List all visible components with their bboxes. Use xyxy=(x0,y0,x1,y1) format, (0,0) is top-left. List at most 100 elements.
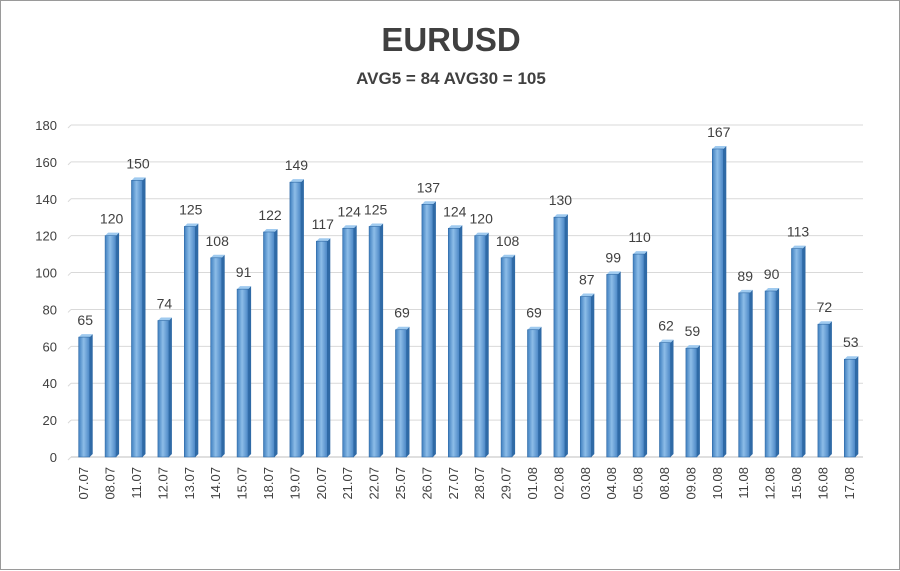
gridline-slant xyxy=(67,235,72,240)
y-tick-label: 40 xyxy=(43,376,57,391)
bar-side xyxy=(591,293,595,457)
y-tick-label: 160 xyxy=(35,155,57,170)
bar-top xyxy=(184,223,199,227)
data-label: 124 xyxy=(443,203,467,219)
bar-side xyxy=(116,232,120,457)
gridline-slant xyxy=(67,419,72,424)
x-tick-label: 27.07 xyxy=(446,467,461,500)
data-label: 65 xyxy=(77,312,93,328)
bar-side xyxy=(406,326,410,457)
bar-top xyxy=(289,179,304,183)
data-label: 53 xyxy=(843,334,859,350)
bar-top xyxy=(738,289,753,293)
data-label: 62 xyxy=(658,318,674,334)
bar xyxy=(843,358,856,458)
bar-top xyxy=(210,254,225,258)
bar-side xyxy=(670,339,674,457)
x-tick-label: 12.07 xyxy=(155,467,170,500)
bar-top xyxy=(712,145,727,149)
y-tick-label: 180 xyxy=(35,118,57,133)
chart-subtitle: AVG5 = 84 AVG30 = 105 xyxy=(356,69,546,88)
data-label: 113 xyxy=(787,224,810,240)
bar xyxy=(315,240,328,458)
gridline-slant xyxy=(67,161,72,166)
x-tick-label: 15.07 xyxy=(235,467,250,500)
bar xyxy=(210,257,222,458)
gridlines xyxy=(67,124,863,461)
data-label: 74 xyxy=(157,296,173,312)
x-tick-label: 19.07 xyxy=(287,467,302,500)
y-tick-label: 20 xyxy=(43,413,57,428)
bar xyxy=(579,296,592,458)
data-label: 89 xyxy=(737,268,753,284)
x-tick-label: 03.08 xyxy=(578,467,593,500)
x-tick-label: 05.08 xyxy=(631,467,646,500)
x-tick-label: 26.07 xyxy=(419,467,434,500)
bar xyxy=(421,204,434,458)
x-tick-label: 13.07 xyxy=(182,467,197,500)
data-label: 120 xyxy=(470,211,494,227)
y-tick-label: 140 xyxy=(35,192,57,207)
bar-top xyxy=(316,238,331,242)
x-tick-label: 04.08 xyxy=(604,467,619,500)
data-label: 117 xyxy=(312,216,335,232)
bar xyxy=(368,226,381,458)
bar xyxy=(342,227,355,458)
bar-side xyxy=(248,286,252,457)
bar-side xyxy=(802,245,806,457)
x-tick-label: 08.07 xyxy=(103,467,118,500)
y-tick-label: 80 xyxy=(43,302,57,317)
data-label: 125 xyxy=(364,201,388,217)
x-tick-label: 21.07 xyxy=(340,467,355,500)
bar xyxy=(447,227,460,458)
gridline-slant xyxy=(67,345,72,350)
data-label: 137 xyxy=(417,179,441,195)
data-label: 72 xyxy=(817,299,833,315)
bar-top xyxy=(105,232,120,236)
gridline-slant xyxy=(67,198,72,203)
gridline-slant xyxy=(67,124,72,129)
x-tick-label: 11.07 xyxy=(129,467,144,499)
bar-top xyxy=(342,225,357,229)
y-tick-label: 120 xyxy=(35,229,57,244)
bar xyxy=(764,290,777,458)
bar-side xyxy=(564,214,568,457)
data-label: 150 xyxy=(126,155,150,171)
bar-top xyxy=(765,288,780,291)
bar xyxy=(78,336,90,458)
data-label: 120 xyxy=(100,211,124,227)
x-tick-label: 10.08 xyxy=(710,467,725,500)
data-label: 110 xyxy=(628,229,651,245)
data-label: 108 xyxy=(206,233,230,249)
data-label: 149 xyxy=(285,157,309,173)
bar xyxy=(527,329,539,458)
data-label: 87 xyxy=(579,272,595,288)
gridline-slant xyxy=(67,382,72,387)
gridline-slant xyxy=(67,309,72,313)
x-tick-label: 17.08 xyxy=(842,467,857,500)
x-axis-ticks: 07.07 08.07 11.07 12.07 13.07 14.07 15.07 18.07… xyxy=(76,467,857,500)
bar xyxy=(236,288,249,458)
bar xyxy=(263,231,275,458)
data-label: 124 xyxy=(338,203,362,219)
bar xyxy=(474,235,487,458)
bar xyxy=(606,274,619,458)
bar-side xyxy=(432,201,436,457)
y-axis-ticks: 0 20 40 60 80 100 120 140 160 180 xyxy=(35,118,57,465)
bar-side xyxy=(221,254,225,457)
bar xyxy=(157,320,170,458)
bar-top xyxy=(237,286,252,290)
bar-top xyxy=(791,245,806,249)
bar-top xyxy=(78,334,93,338)
x-tick-label: 08.08 xyxy=(657,467,672,500)
data-label: 99 xyxy=(605,249,621,265)
bar-side xyxy=(617,271,621,457)
x-tick-label: 02.08 xyxy=(551,467,566,500)
bar-side xyxy=(855,356,859,457)
bar-side xyxy=(828,321,832,457)
bar xyxy=(791,248,803,458)
bar-top xyxy=(395,326,410,330)
data-label: 167 xyxy=(707,124,731,140)
bar-side xyxy=(168,317,172,457)
